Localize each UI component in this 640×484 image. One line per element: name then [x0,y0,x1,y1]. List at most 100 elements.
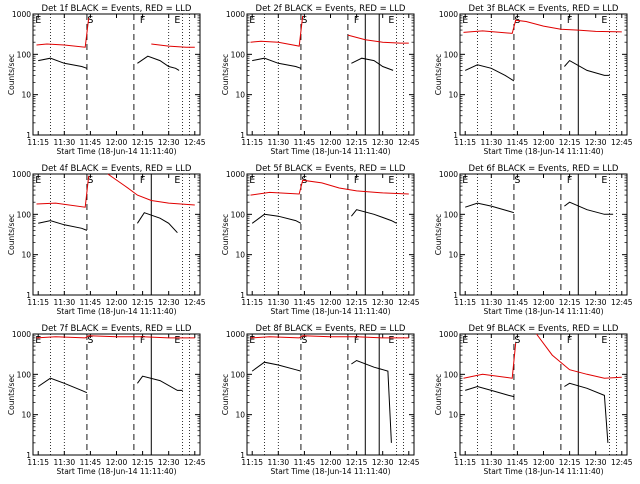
y-tick-label: 1000 [12,170,31,179]
series-line-red [463,333,622,379]
x-axis-label: Start Time (18-Jun-14 11:11:40) [484,307,604,316]
y-tick-label: 1 [453,291,458,300]
y-axis-label: Counts/sec [7,374,16,415]
x-tick-label: 12:15 [132,298,154,307]
phase-marker-label: E [462,175,468,186]
phase-marker-label: E [35,335,41,346]
detector-plot-2: Det 2f BLACK = Events, RED = LLD 1 10 100 10… [221,4,420,156]
phase-marker-label: E [174,335,180,346]
y-tick-label: 1000 [226,170,245,179]
y-tick-label: 100 [17,50,32,59]
x-axis-label: Start Time (18-Jun-14 11:11:40) [484,147,604,156]
plot-title: Det 4f BLACK = Events, RED = LLD [42,164,192,174]
y-tick-label: 100 [231,50,246,59]
y-tick-label: 1000 [12,10,31,19]
plot-title: Det 2f BLACK = Events, RED = LLD [256,4,406,14]
x-tick-label: 11:45 [507,458,529,467]
series-line-red [36,335,195,339]
x-tick-label: 12:15 [559,458,581,467]
series-line-red [250,335,409,339]
y-tick-label: 1000 [226,10,245,19]
y-tick-label: 100 [231,210,246,219]
x-tick-label: 11:15 [27,138,49,147]
phase-marker-label: S [301,15,307,26]
plot-frame [246,13,415,136]
x-tick-label: 12:15 [559,138,581,147]
phase-marker-label: E [174,15,180,26]
x-axis-label: Start Time (18-Jun-14 11:11:40) [271,467,391,476]
phase-marker-label: F [567,175,572,186]
phase-marker-label: E [462,335,468,346]
series-line-red [463,19,622,34]
plot-frame [32,173,201,296]
phase-marker-label: F [140,335,145,346]
x-tick-label: 12:30 [585,138,607,147]
x-tick-label: 12:30 [158,138,180,147]
x-tick-label: 11:30 [481,298,503,307]
y-tick-label: 10 [21,411,31,420]
y-tick-label: 1 [26,451,31,460]
y-axis-label: Counts/sec [434,214,443,255]
x-tick-label: 12:30 [158,298,180,307]
plot-title: Det 1f BLACK = Events, RED = LLD [42,4,192,14]
plot-title: Det 6f BLACK = Events, RED = LLD [469,164,619,174]
x-tick-label: 12:15 [346,298,368,307]
y-axis-label: Counts/sec [434,54,443,95]
y-tick-label: 1000 [12,330,31,339]
x-tick-label: 12:30 [372,458,394,467]
x-tick-label: 12:00 [533,298,555,307]
detector-plot-1: Det 1f BLACK = Events, RED = LLD 1 10 100 10… [7,4,206,156]
x-tick-label: 12:15 [132,138,154,147]
x-tick-label: 11:15 [454,298,476,307]
phase-marker-label: E [249,335,255,346]
y-tick-label: 1000 [226,330,245,339]
y-tick-label: 1 [240,291,245,300]
x-tick-label: 11:15 [454,138,476,147]
x-tick-label: 12:30 [372,298,394,307]
phase-marker-label: F [140,175,145,186]
x-tick-label: 12:30 [585,298,607,307]
y-tick-label: 100 [444,50,459,59]
y-axis-label: Counts/sec [221,374,230,415]
x-tick-label: 11:30 [54,138,76,147]
x-tick-label: 12:00 [106,138,128,147]
x-tick-label: 12:00 [106,458,128,467]
detector-plot-9: Det 9f BLACK = Events, RED = LLD 1 10 100 10… [434,324,633,476]
x-tick-label: 11:30 [54,458,76,467]
detector-plot-5: Det 5f BLACK = Events, RED = LLD 1 10 100 10… [221,164,420,316]
y-tick-label: 10 [448,251,458,260]
y-tick-label: 100 [17,210,32,219]
phase-marker-label: S [301,335,307,346]
phase-marker-label: E [462,15,468,26]
x-tick-label: 12:00 [533,138,555,147]
y-tick-label: 1 [26,291,31,300]
x-axis-label: Start Time (18-Jun-14 11:11:40) [484,467,604,476]
phase-marker-label: S [87,15,93,26]
series-line-black [251,209,397,224]
plot-title: Det 8f BLACK = Events, RED = LLD [256,324,406,334]
x-tick-label: 12:00 [320,458,342,467]
x-tick-label: 12:45 [611,138,633,147]
detector-plot-7: Det 7f BLACK = Events, RED = LLD 1 10 100 10… [7,324,206,476]
detector-plot-6: Det 6f BLACK = Events, RED = LLD 1 10 100 10… [434,164,633,316]
x-tick-label: 11:45 [294,298,316,307]
y-axis-label: Counts/sec [7,54,16,95]
x-tick-label: 11:30 [481,458,503,467]
y-axis-label: Counts/sec [434,374,443,415]
x-tick-label: 11:15 [241,298,263,307]
x-tick-label: 12:15 [346,138,368,147]
detector-plot-3: Det 3f BLACK = Events, RED = LLD 1 10 100 10… [434,4,633,156]
series-line-black [37,375,183,394]
y-tick-label: 100 [231,370,246,379]
x-tick-label: 11:30 [268,138,290,147]
phase-marker-label: F [354,335,359,346]
y-tick-label: 10 [235,411,245,420]
x-axis-label: Start Time (18-Jun-14 11:11:40) [57,307,177,316]
series-line-red [36,173,195,208]
y-tick-label: 10 [21,91,31,100]
x-tick-label: 11:45 [80,298,102,307]
x-tick-label: 11:30 [268,298,290,307]
y-tick-label: 1 [240,131,245,140]
